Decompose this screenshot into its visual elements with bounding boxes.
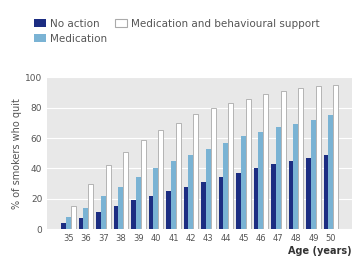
Bar <box>306 158 311 229</box>
Bar <box>193 114 198 229</box>
Bar <box>293 124 298 229</box>
Bar <box>71 206 76 229</box>
Legend: No action, Medication, Medication and behavioural support: No action, Medication, Medication and be… <box>34 19 319 44</box>
Bar <box>184 187 188 229</box>
Bar <box>258 132 263 229</box>
Bar <box>148 196 154 229</box>
Bar <box>281 91 286 229</box>
Bar <box>263 94 268 229</box>
Bar <box>246 99 251 229</box>
Bar <box>106 165 111 229</box>
Bar <box>158 131 163 229</box>
Bar <box>114 206 118 229</box>
Bar <box>316 86 321 229</box>
Bar <box>329 115 333 229</box>
Bar <box>154 168 158 229</box>
Bar <box>228 103 233 229</box>
Bar <box>219 177 224 229</box>
Bar <box>298 88 303 229</box>
Bar <box>141 140 146 229</box>
Bar <box>136 177 141 229</box>
Bar <box>276 128 281 229</box>
Bar <box>166 191 171 229</box>
Bar <box>289 161 293 229</box>
Bar <box>61 223 66 229</box>
Bar <box>206 148 211 229</box>
Bar <box>78 219 83 229</box>
Bar <box>66 217 71 229</box>
Bar <box>88 184 93 229</box>
Bar <box>171 161 176 229</box>
Bar <box>333 85 338 229</box>
Bar <box>96 213 101 229</box>
Bar <box>271 164 276 229</box>
X-axis label: Age (years): Age (years) <box>289 246 352 256</box>
Bar <box>188 155 193 229</box>
Bar <box>101 196 106 229</box>
Bar <box>123 152 128 229</box>
Bar <box>201 182 206 229</box>
Y-axis label: % of smokers who quit: % of smokers who quit <box>12 98 22 209</box>
Bar <box>236 173 241 229</box>
Bar <box>241 136 246 229</box>
Bar <box>323 155 329 229</box>
Bar <box>311 120 316 229</box>
Bar <box>131 200 136 229</box>
Bar <box>118 187 123 229</box>
Bar <box>83 208 88 229</box>
Bar <box>253 168 258 229</box>
Bar <box>224 142 228 229</box>
Bar <box>211 108 216 229</box>
Bar <box>176 123 181 229</box>
